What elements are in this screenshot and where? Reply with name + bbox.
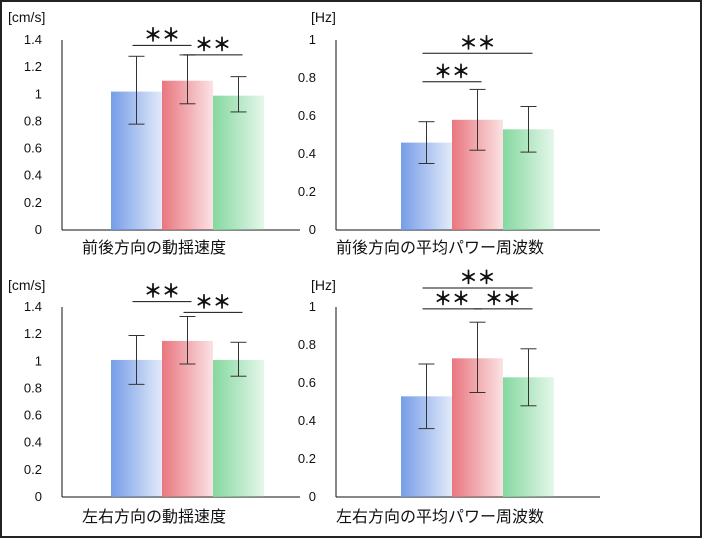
significance-label: ＊＊ [460,268,496,289]
y-tick-label: 0.6 [24,408,42,423]
y-tick-label: 0.6 [298,108,316,123]
panel-2: [Hz] 0 0.2 0.4 0.6 0.8 1 ＊＊ ＊＊ 前後方向の平均パワー周波数 [298,9,600,257]
y-tick-label: 0.4 [298,413,316,428]
x-axis-label: 前後方向の平均パワー周波数 [336,238,544,257]
y-tick-label: 0 [35,489,42,504]
panel-4: [Hz] 00.20.40.60.81＊＊＊＊ ＊＊ 左右方向の平均パワー周波数 [298,268,600,526]
bar-red [162,340,213,497]
y-tick-label: 0 [309,489,316,504]
y-tick-label: 1.2 [24,59,42,74]
y-tick-label: 0.8 [298,337,316,352]
unit-label: [cm/s] [8,9,45,25]
significance-label: ＊＊ [485,289,521,310]
bar-green [213,359,264,497]
x-axis-label: 左右方向の平均パワー周波数 [336,507,544,526]
y-tick-label: 0 [35,222,42,237]
y-tick-label: 0.2 [24,195,42,210]
y-tick-label: 0.4 [24,435,42,450]
y-tick-label: 1 [309,32,316,47]
panel-1: [cm/s] 0 0.2 0.4 0.6 0.8 1 1.2 1.4 ＊＊ ＊＊ 前後方向の動揺速… [8,9,300,257]
bar-red [162,80,213,230]
unit-label: [Hz] [311,277,336,293]
x-axis-label: 左右方向の動揺速度 [82,507,226,526]
y-tick-label: 0.2 [298,184,316,199]
panel-3: [cm/s] 0 0.2 0.4 0.6 0.8 1 1.2 1.4 ＊＊ ＊＊ 左右方向の動揺速… [8,277,300,526]
unit-label: [Hz] [311,9,336,25]
x-axis-label: 前後方向の動揺速度 [82,238,226,257]
bar-green [213,95,264,231]
y-tick-label: 0.4 [24,168,42,183]
y-tick-label: 0.8 [24,380,42,395]
y-tick-label: 0.2 [298,451,316,466]
y-tick-label: 1.2 [24,326,42,341]
y-tick-label: 0 [309,222,316,237]
y-tick-label: 1 [35,86,42,101]
significance-label: ＊＊ [434,289,470,310]
y-tick-label: 0.8 [298,70,316,85]
significance-label: ＊＊ [195,292,231,313]
unit-label: [cm/s] [8,277,45,293]
y-tick-label: 0.4 [298,146,316,161]
y-tick-label: 0.6 [24,141,42,156]
significance-label: ＊＊ [144,282,180,303]
significance-label: ＊＊ [144,25,180,46]
significance-label: ＊＊ [460,33,496,54]
y-tick-label: 1 [309,299,316,314]
y-tick-label: 1 [35,353,42,368]
y-tick-label: 1.4 [24,299,42,314]
significance-label: ＊＊ [434,62,470,83]
y-tick-label: 0.8 [24,113,42,128]
y-tick-label: 1.4 [24,32,42,47]
y-tick-label: 0.2 [24,462,42,477]
y-tick-label: 0.6 [298,375,316,390]
significance-label: ＊＊ [195,35,231,56]
